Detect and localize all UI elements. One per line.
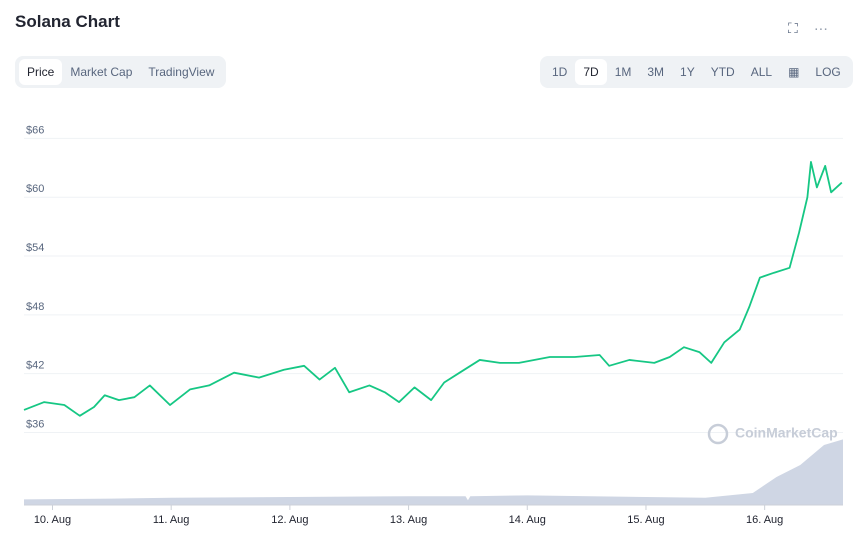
tab-button[interactable]: Market Cap <box>70 65 133 79</box>
watermark: CoinMarketCap <box>735 425 838 441</box>
range-button[interactable]: 1Y <box>680 65 695 79</box>
y-tick-label: $42 <box>26 360 44 372</box>
y-tick-label: $66 <box>26 124 44 136</box>
tab-group: Price Market Cap TradingView <box>15 56 227 88</box>
y-tick-label: $48 <box>26 301 44 313</box>
tab-button[interactable]: Price <box>19 59 63 85</box>
plot: $36 $42 $48 $54 $60 $66 10. Aug 11. Aug 12. Aug 1… <box>23 124 843 526</box>
x-tick-label: 11. Aug <box>153 514 190 526</box>
range-button[interactable]: 3M <box>647 65 665 79</box>
x-tick-label: 14. Aug <box>509 514 546 526</box>
range-button[interactable]: ALL <box>750 65 773 79</box>
y-tick-label: $36 <box>26 418 44 430</box>
range-button[interactable]: 1D <box>552 65 568 79</box>
range-button[interactable]: YTD <box>710 65 735 79</box>
range-button[interactable]: 7D <box>575 59 607 85</box>
range-button[interactable]: 1M <box>614 65 632 79</box>
x-tick-label: 15. Aug <box>627 514 664 526</box>
x-tick-label: 13. Aug <box>390 514 427 526</box>
calendar-button[interactable]: ▦ <box>788 65 800 79</box>
x-tick-label: 10. Aug <box>34 514 71 526</box>
toolbar-icons[interactable]: ⛶⋯ <box>788 20 844 36</box>
x-tick-label: 12. Aug <box>271 514 308 526</box>
log-toggle[interactable]: LOG <box>815 65 841 79</box>
y-tick-label: $60 <box>26 183 44 195</box>
y-tick-label: $54 <box>26 242 44 254</box>
volume-area <box>24 439 843 505</box>
x-tick-label: 16. Aug <box>746 514 783 526</box>
watermark-logo <box>707 423 729 445</box>
price-line <box>23 161 843 417</box>
range-group: 1D 7D 1M 3M 1Y YTD ALL ▦ LOG <box>540 56 853 88</box>
chart-title: Solana Chart <box>15 12 120 31</box>
tab-button[interactable]: TradingView <box>148 65 215 79</box>
